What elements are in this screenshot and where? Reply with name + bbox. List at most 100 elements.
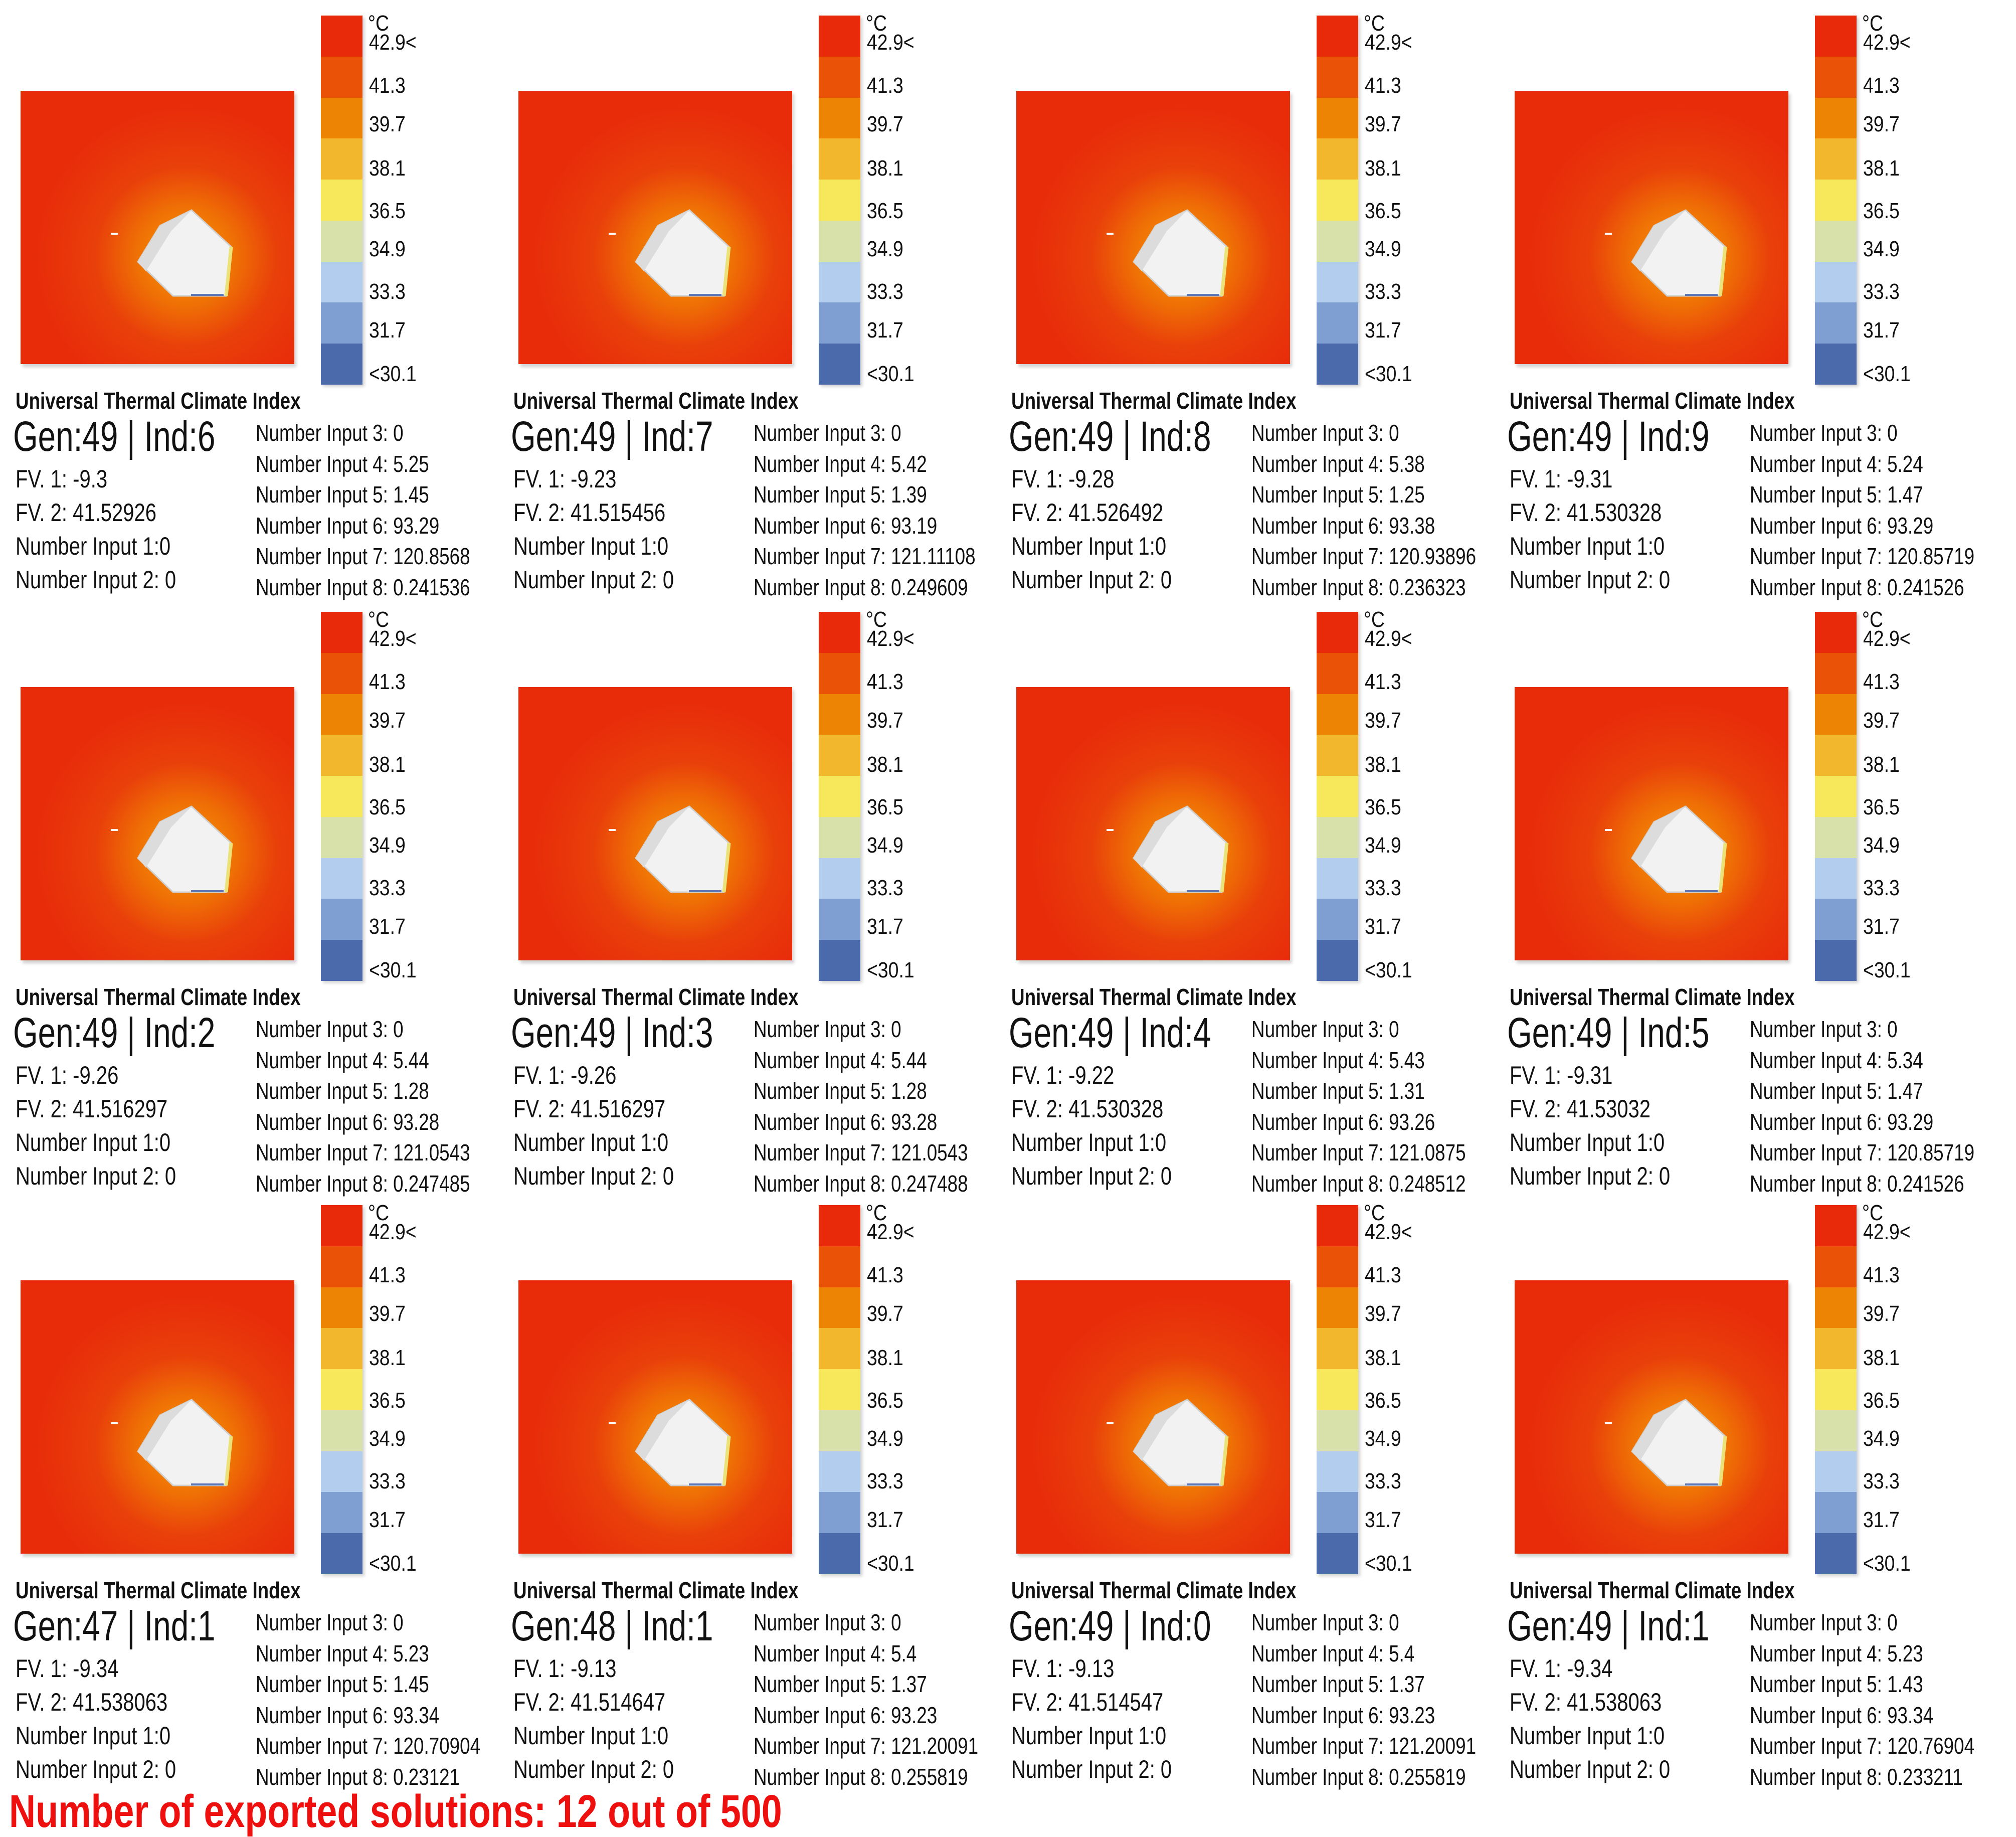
- fitness-value-line: FV. 2: 41.53032: [1510, 1095, 1651, 1123]
- legend-band: [1815, 816, 1857, 858]
- building-shadow-face: [636, 210, 689, 271]
- color-legend: [819, 16, 860, 385]
- building-shadow-face: [138, 210, 192, 271]
- heatmap-field: [21, 91, 294, 364]
- legend-band: [1317, 612, 1358, 653]
- fitness-value-line: Number Input 1:0: [1011, 1722, 1167, 1750]
- legend-band: [321, 180, 362, 221]
- legend-band: [321, 1533, 362, 1574]
- fitness-value-line: FV. 2: 41.530328: [1011, 1095, 1164, 1123]
- generation-individual-label: Gen:49 | Ind:7: [511, 413, 713, 460]
- legend-tick-label: 41.3: [1863, 670, 1900, 694]
- panel-title: Universal Thermal Climate Index: [513, 984, 799, 1010]
- solution-panel: °C 42.9< 41.3 39.7 38.1 36.5 34.9 33.3 31.7 <30.1…: [0, 596, 504, 1196]
- legend-tick-label: <30.1: [369, 1551, 417, 1576]
- color-legend: [321, 1205, 362, 1574]
- number-inputs: Number Input 3: 0 Number Input 4: 5.43 Num…: [1251, 1017, 1519, 1202]
- legend-band: [819, 1451, 860, 1492]
- legend-tick-label: 38.1: [369, 752, 406, 777]
- legend-band: [819, 612, 860, 653]
- solution-panel: °C 42.9< 41.3 39.7 38.1 36.5 34.9 33.3 31.7 <30.1…: [1494, 1190, 1998, 1790]
- fitness-value-line: FV. 2: 41.538063: [16, 1688, 168, 1716]
- legend-tick-label: 31.7: [1863, 914, 1900, 939]
- fitness-value-line: Number Input 1:0: [16, 1722, 171, 1750]
- legend-band: [321, 776, 362, 817]
- building-shadow-face: [1134, 806, 1187, 868]
- number-input-line: Number Input 3: 0: [256, 1016, 404, 1042]
- number-input-line: Number Input 6: 93.34: [256, 1702, 440, 1728]
- legend-tick-label: 41.3: [1365, 670, 1401, 694]
- legend-band: [1317, 344, 1358, 385]
- fitness-value-line: Number Input 1:0: [1011, 532, 1167, 560]
- utci-heatmap: [518, 687, 792, 960]
- legend-band: [321, 1246, 362, 1287]
- number-input-line: Number Input 3: 0: [754, 1609, 901, 1635]
- number-input-line: Number Input 6: 93.28: [256, 1108, 440, 1135]
- solution-panel: °C 42.9< 41.3 39.7 38.1 36.5 34.9 33.3 31.7 <30.1…: [1494, 596, 1998, 1196]
- legend-tick-label: 31.7: [1863, 318, 1900, 343]
- legend-tick-label: 33.3: [1365, 1469, 1401, 1493]
- legend-band: [1815, 940, 1857, 981]
- legend-band: [1815, 1492, 1857, 1534]
- legend-tick-label: 38.1: [1863, 156, 1900, 181]
- legend-unit: °C: [866, 607, 887, 632]
- fitness-value-line: FV. 2: 41.530328: [1510, 498, 1662, 527]
- number-input-line: Number Input 7: 121.0875: [1251, 1139, 1466, 1165]
- legend-tick-label: 42.9<: [867, 30, 914, 55]
- number-input-line: Number Input 3: 0: [256, 1609, 404, 1635]
- number-input-line: Number Input 7: 120.85719: [1750, 543, 1975, 569]
- number-input-line: Number Input 3: 0: [1750, 420, 1898, 446]
- legend-tick-label: 33.3: [1863, 1469, 1900, 1493]
- number-input-line: Number Input 5: 1.28: [256, 1078, 429, 1104]
- legend-band: [321, 1328, 362, 1370]
- legend-band: [819, 1369, 860, 1410]
- number-inputs: Number Input 3: 0 Number Input 4: 5.24 Num…: [1750, 420, 2016, 605]
- fitness-value-line: FV. 2: 41.515456: [513, 498, 666, 527]
- building-edge-warm: [224, 843, 233, 893]
- legend-tick-label: 34.9: [1863, 1426, 1900, 1451]
- legend-tick-label: 34.9: [867, 1426, 903, 1451]
- number-input-line: Number Input 7: 121.20091: [754, 1733, 979, 1759]
- number-input-line: Number Input 8: 0.233211: [1750, 1763, 1963, 1790]
- number-input-line: Number Input 6: 93.38: [1251, 512, 1435, 539]
- number-input-line: Number Input 6: 93.29: [1750, 512, 1934, 539]
- legend-band: [1815, 138, 1857, 180]
- legend-band: [1815, 899, 1857, 940]
- legend-band: [819, 1287, 860, 1328]
- number-inputs: Number Input 3: 0 Number Input 4: 5.42 Num…: [754, 420, 1031, 605]
- fitness-value-line: FV. 2: 41.516297: [16, 1095, 168, 1123]
- exported-solutions-summary: Number of exported solutions: 12 out of …: [9, 1786, 782, 1837]
- legend-band: [321, 1410, 362, 1451]
- number-input-line: Number Input 6: 93.23: [754, 1702, 938, 1728]
- legend-tick-label: 42.9<: [369, 1220, 417, 1244]
- utci-heatmap: [1515, 91, 1788, 364]
- number-input-line: Number Input 4: 5.44: [256, 1047, 429, 1073]
- building-shadow-face: [1632, 806, 1686, 868]
- building-shadow-face: [138, 1400, 192, 1461]
- legend-tick-label: 42.9<: [1863, 626, 1911, 651]
- legend-band: [1317, 652, 1358, 694]
- number-inputs: Number Input 3: 0 Number Input 4: 5.25 Num…: [256, 420, 523, 605]
- building-edge-warm: [1220, 1436, 1229, 1486]
- number-input-line: Number Input 5: 1.47: [1750, 481, 1923, 508]
- legend-band: [819, 816, 860, 858]
- legend-band: [321, 220, 362, 262]
- number-input-line: Number Input 5: 1.43: [1750, 1671, 1923, 1697]
- legend-band: [1317, 1451, 1358, 1492]
- legend-tick-label: 39.7: [1365, 112, 1401, 136]
- legend-tick-label: <30.1: [1863, 958, 1911, 982]
- fitness-value-line: Number Input 2: 0: [513, 566, 674, 594]
- legend-tick-label: 41.3: [1365, 1263, 1401, 1287]
- legend-band: [1815, 97, 1857, 139]
- legend-tick-label: 39.7: [369, 708, 406, 733]
- legend-band: [1317, 776, 1358, 817]
- number-input-line: Number Input 4: 5.38: [1251, 450, 1425, 477]
- building-shadow-face: [636, 1400, 689, 1461]
- legend-unit: °C: [1862, 1201, 1883, 1225]
- number-input-line: Number Input 5: 1.25: [1251, 481, 1425, 508]
- legend-tick-label: 41.3: [867, 73, 903, 98]
- legend-band: [819, 97, 860, 139]
- legend-unit: °C: [1862, 11, 1883, 36]
- legend-tick-label: 42.9<: [1365, 30, 1412, 55]
- fitness-value-line: FV. 1: -9.22: [1011, 1061, 1115, 1089]
